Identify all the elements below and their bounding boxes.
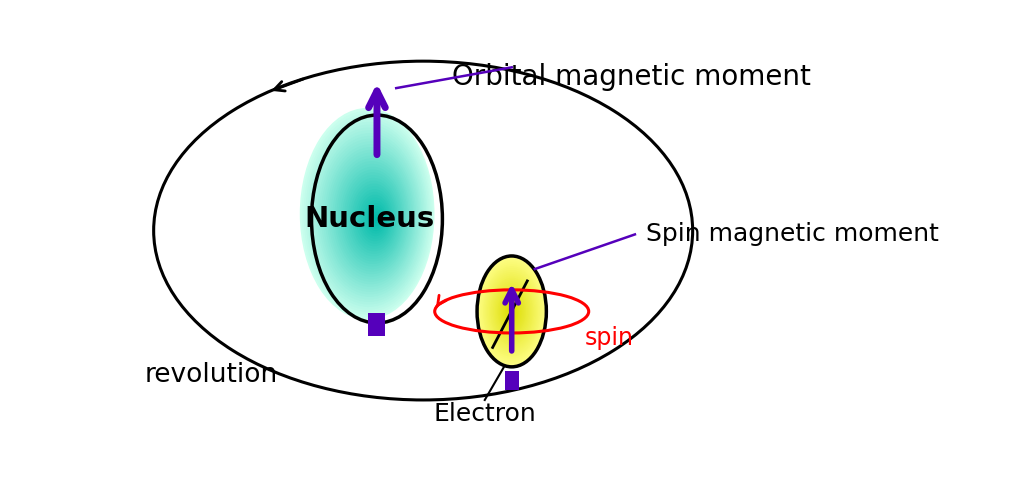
Ellipse shape <box>361 197 389 239</box>
Ellipse shape <box>500 293 523 330</box>
Text: Electron: Electron <box>433 402 537 426</box>
Ellipse shape <box>323 141 418 289</box>
Ellipse shape <box>317 133 422 297</box>
Ellipse shape <box>511 310 513 313</box>
Ellipse shape <box>313 127 425 302</box>
Ellipse shape <box>492 280 532 343</box>
Ellipse shape <box>478 258 545 364</box>
Ellipse shape <box>476 255 548 368</box>
Text: Nucleus: Nucleus <box>304 205 434 233</box>
Ellipse shape <box>484 268 540 355</box>
Ellipse shape <box>494 284 529 339</box>
Ellipse shape <box>487 274 536 349</box>
Ellipse shape <box>501 295 522 328</box>
Text: revolution: revolution <box>144 363 278 388</box>
Ellipse shape <box>307 119 429 310</box>
Ellipse shape <box>364 200 387 236</box>
Ellipse shape <box>300 108 434 320</box>
Ellipse shape <box>480 262 543 361</box>
Ellipse shape <box>346 175 400 259</box>
Ellipse shape <box>477 257 547 366</box>
Ellipse shape <box>504 299 520 324</box>
Ellipse shape <box>489 276 535 347</box>
Ellipse shape <box>375 217 379 221</box>
Ellipse shape <box>370 209 383 228</box>
Ellipse shape <box>506 302 518 320</box>
Ellipse shape <box>479 260 544 362</box>
Ellipse shape <box>352 183 396 251</box>
Ellipse shape <box>509 308 514 315</box>
Ellipse shape <box>490 278 534 345</box>
Ellipse shape <box>357 192 392 244</box>
Ellipse shape <box>493 282 530 341</box>
Bar <box>505 371 518 390</box>
Ellipse shape <box>329 150 413 282</box>
Ellipse shape <box>508 306 515 317</box>
Ellipse shape <box>327 147 415 284</box>
Ellipse shape <box>502 297 521 326</box>
Ellipse shape <box>333 155 411 277</box>
Ellipse shape <box>366 203 386 234</box>
Ellipse shape <box>497 287 527 335</box>
Ellipse shape <box>498 289 526 333</box>
Ellipse shape <box>348 178 399 257</box>
Ellipse shape <box>482 264 542 359</box>
Ellipse shape <box>371 212 382 226</box>
Ellipse shape <box>304 114 432 315</box>
Ellipse shape <box>302 111 433 317</box>
Ellipse shape <box>305 116 430 312</box>
Ellipse shape <box>340 166 404 267</box>
Ellipse shape <box>331 153 412 279</box>
Ellipse shape <box>315 130 423 300</box>
Ellipse shape <box>495 286 528 337</box>
Ellipse shape <box>355 189 393 246</box>
Ellipse shape <box>483 266 541 357</box>
Ellipse shape <box>368 206 385 231</box>
Ellipse shape <box>485 270 538 353</box>
Ellipse shape <box>319 136 420 294</box>
Ellipse shape <box>359 195 390 241</box>
Ellipse shape <box>338 164 406 269</box>
Ellipse shape <box>344 172 401 261</box>
Ellipse shape <box>350 181 397 254</box>
Ellipse shape <box>311 125 426 304</box>
Text: Orbital magnetic moment: Orbital magnetic moment <box>452 62 811 91</box>
Text: Spin magnetic moment: Spin magnetic moment <box>646 223 939 246</box>
Ellipse shape <box>505 301 519 322</box>
Ellipse shape <box>486 272 537 351</box>
Ellipse shape <box>499 291 525 332</box>
Ellipse shape <box>354 186 394 249</box>
Ellipse shape <box>337 161 408 272</box>
Bar <box>369 313 385 336</box>
Ellipse shape <box>507 304 516 318</box>
Ellipse shape <box>325 144 416 287</box>
Text: spin: spin <box>585 326 634 350</box>
Ellipse shape <box>309 122 427 307</box>
Ellipse shape <box>373 214 380 224</box>
Ellipse shape <box>321 139 419 292</box>
Ellipse shape <box>335 158 409 274</box>
Ellipse shape <box>342 169 403 264</box>
